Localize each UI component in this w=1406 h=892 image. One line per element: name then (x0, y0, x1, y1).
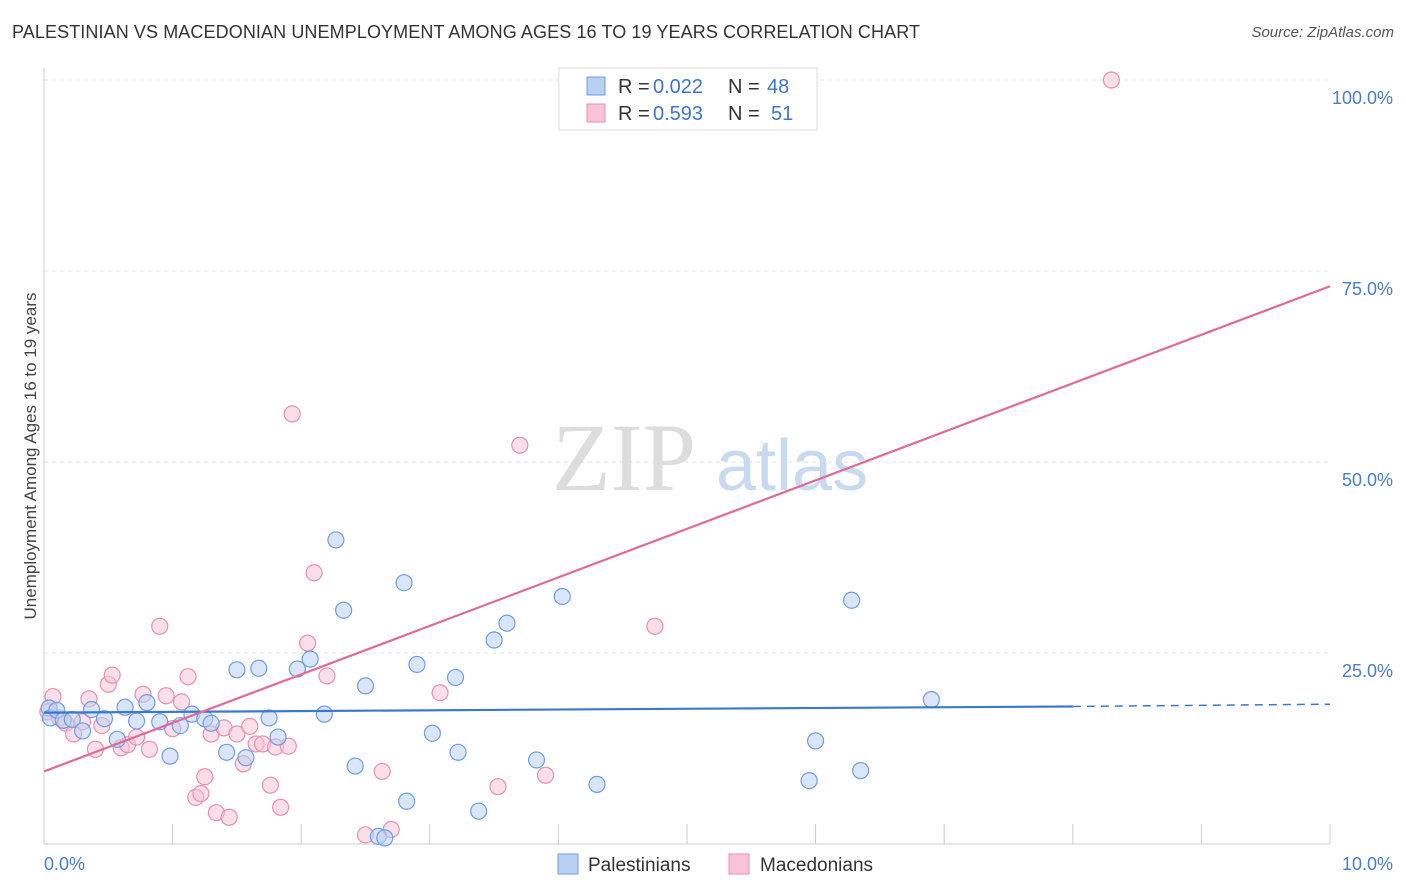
macedonians-point-17 (157, 687, 175, 705)
correlation-legend: R = 0.022 N = 48 R = 0.593 N = 51 (558, 67, 818, 131)
macedonians-point-27 (220, 808, 238, 826)
macedonians-point-45 (489, 778, 507, 796)
macedonians-point-16 (151, 617, 169, 635)
palestinians-point-44 (588, 775, 606, 794)
macedonians-point-40 (318, 667, 336, 685)
palestinians-point-10 (127, 712, 146, 730)
palestinians-point-35 (408, 655, 426, 674)
legend-r-value-1: 0.022 (653, 76, 703, 98)
palestinians-point-13 (161, 747, 179, 765)
y-tick-label-1: 50.0% (1342, 470, 1393, 490)
series-legend: Palestinians Macedonians (557, 853, 873, 876)
macedonians-point-48 (646, 617, 664, 635)
x-tick-label-max: 10.0% (1342, 854, 1393, 874)
legend-r-value-2: 0.593 (653, 103, 703, 125)
macedonians-point-39 (305, 564, 323, 582)
palestinians-point-6 (82, 700, 101, 719)
palestinians-point-45 (800, 771, 818, 790)
macedonians-point-35 (272, 798, 290, 816)
macedonians-point-33 (261, 776, 279, 794)
macedonians-point-38 (299, 634, 317, 652)
legend-r-label-2: R = (618, 103, 650, 125)
palestinians-point-42 (527, 751, 546, 769)
trend-lines (43, 285, 1331, 773)
macedonians-point-49 (1102, 71, 1120, 89)
macedonians-point-20 (179, 668, 197, 686)
palestinians-point-40 (485, 631, 503, 649)
palestinians-point-29 (346, 757, 364, 775)
legend-r-label-1: R = (618, 76, 650, 98)
palestinians-point-5 (73, 722, 92, 740)
palestinians-point-46 (806, 732, 825, 750)
palestinians-point-24 (288, 660, 306, 678)
grid-lines (44, 79, 1330, 654)
series-legend-swatch-macedonians (728, 853, 750, 875)
palestinians-point-36 (423, 724, 441, 742)
legend-n-value-2: 51 (771, 103, 793, 125)
y-tick-labels: 25.0% 50.0% 75.0% 100.0% (1332, 88, 1393, 681)
palestinians-point-47 (843, 591, 861, 609)
palestinians-point-39 (470, 802, 488, 820)
series-legend-swatch-palestinians (557, 853, 579, 875)
palestinians-point-41 (498, 614, 516, 632)
legend-n-value-1: 48 (767, 76, 789, 98)
y-axis-label: Unemployment Among Ages 16 to 19 years (21, 293, 40, 620)
legend-n-label-1: N = (728, 76, 760, 98)
palestinians-point-27 (327, 531, 345, 549)
legend-n-label-2: N = (728, 103, 760, 125)
palestinians-point-49 (922, 691, 940, 709)
macedonians-point-42 (373, 762, 391, 781)
macedonians-point-15 (140, 740, 159, 758)
macedonians-point-46 (511, 436, 529, 454)
palestinians-point-18 (218, 743, 236, 761)
palestinians-point-7 (95, 710, 114, 728)
macedonians-point-19 (173, 693, 191, 711)
macedonians-point-44 (431, 684, 449, 702)
watermark: ZIP atlas (552, 404, 868, 511)
chart-source: Source: ZipAtlas.com (1251, 24, 1394, 41)
y-tick-label-3: 100.0% (1332, 88, 1393, 108)
palestinians-point-37 (446, 668, 465, 687)
series-legend-label-macedonians: Macedonians (760, 855, 873, 876)
watermark-zip: ZIP (552, 404, 696, 511)
macedonians-point-37 (283, 405, 301, 423)
watermark-atlas: atlas (716, 426, 868, 506)
palestinians-point-20 (237, 749, 255, 767)
palestinians-point-21 (250, 659, 268, 677)
palestinians-point-19 (228, 661, 246, 679)
palestinians-point-43 (553, 587, 571, 606)
palestinians-point-30 (356, 677, 375, 695)
palestinians-points (40, 531, 940, 847)
palestinians-point-28 (335, 601, 353, 619)
palestinians-point-23 (269, 728, 287, 746)
series-legend-label-palestinians: Palestinians (588, 855, 690, 876)
palestinians-point-38 (449, 743, 467, 761)
palestinians-point-34 (398, 792, 416, 810)
palestinians-point-32 (376, 829, 394, 847)
palestinians-point-22 (260, 709, 278, 727)
macedonians-point-10 (103, 666, 121, 684)
macedonians-point-47 (536, 766, 555, 784)
palestinians-trend-line (43, 705, 1073, 714)
palestinians-point-26 (315, 705, 333, 723)
macedonians-trend-line (43, 285, 1331, 773)
chart-title: PALESTINIAN VS MACEDONIAN UNEMPLOYMENT A… (12, 22, 921, 42)
palestinians-trend-extension (1072, 703, 1331, 708)
palestinians-point-25 (301, 650, 319, 668)
legend-swatch-macedonians (586, 103, 606, 123)
x-tick-label-min: 0.0% (44, 854, 85, 874)
y-tick-label-0: 25.0% (1342, 661, 1393, 681)
palestinians-point-17 (202, 714, 220, 732)
palestinians-point-11 (138, 694, 156, 712)
macedonians-point-22 (192, 784, 210, 803)
macedonians-point-30 (241, 717, 259, 735)
macedonians-point-28 (228, 725, 246, 743)
palestinians-point-33 (395, 574, 413, 592)
palestinians-point-48 (852, 762, 870, 780)
macedonians-point-23 (196, 768, 214, 786)
x-tick-marks (172, 824, 1331, 844)
legend-swatch-palestinians (586, 76, 606, 96)
y-tick-label-2: 75.0% (1342, 279, 1393, 299)
